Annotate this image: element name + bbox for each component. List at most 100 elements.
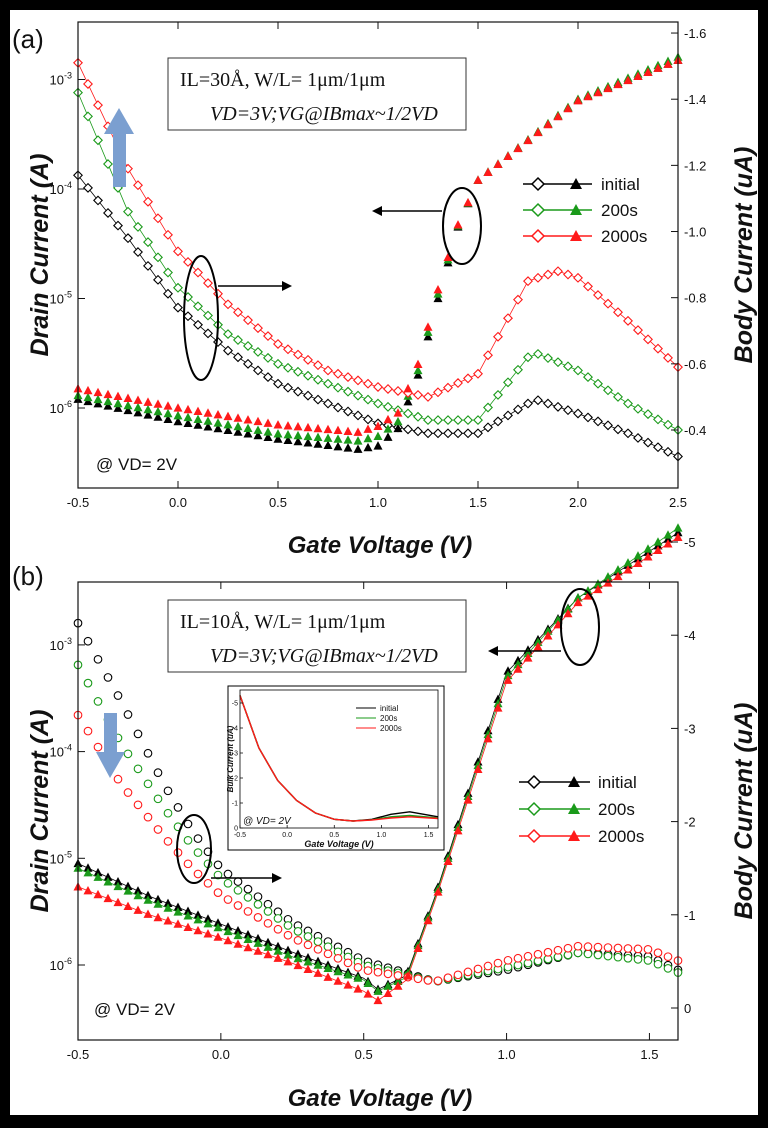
pa-point xyxy=(183,311,193,322)
pb-point xyxy=(183,911,193,920)
pa-point xyxy=(663,59,673,68)
pa-point xyxy=(263,427,273,436)
pb-point xyxy=(383,988,393,997)
legend-a-2000s-label: 2000s xyxy=(601,227,647,246)
pb-point xyxy=(413,943,423,952)
pa-point xyxy=(253,323,263,334)
pa-point xyxy=(223,329,233,340)
pb-ytick-right-label: 0 xyxy=(684,1001,691,1016)
pb-point xyxy=(493,703,503,712)
pb-point xyxy=(453,970,463,980)
pa-point xyxy=(243,415,253,424)
pa-point xyxy=(463,197,473,207)
pb-point xyxy=(513,953,523,963)
pb-point xyxy=(223,922,233,931)
pb-point xyxy=(573,597,583,607)
pa-point xyxy=(273,420,283,429)
pb-xtick-label: 0.0 xyxy=(212,1047,230,1062)
inset-axes: -0.5 0.0 0.5 1.0 1.5 0 -1 -2 -3 -4 -5 xyxy=(232,701,434,840)
pa-point xyxy=(253,425,263,434)
pb-point xyxy=(313,960,323,969)
panel-a-marks xyxy=(73,52,683,462)
pa-xtick-label: 0.5 xyxy=(269,495,287,510)
panel-a-legend: initial 200s 2000s xyxy=(523,175,647,246)
pb-point xyxy=(223,895,233,904)
pb-point xyxy=(583,949,593,959)
pa-point xyxy=(353,410,363,421)
panel-a-xlabel: Gate Voltage (V) xyxy=(288,532,472,559)
pb-point xyxy=(263,942,273,951)
pb-point xyxy=(133,800,143,810)
pb-point xyxy=(143,895,153,904)
pb-point xyxy=(533,642,543,651)
pa-point xyxy=(93,387,103,397)
pb-point xyxy=(93,872,103,881)
pb-point xyxy=(273,924,283,934)
pa-point xyxy=(323,378,333,389)
pb-point xyxy=(103,872,113,881)
pa-point xyxy=(313,360,323,371)
pb-point xyxy=(163,898,173,908)
pb-point xyxy=(153,768,163,777)
pa-point xyxy=(363,424,373,433)
pa-point xyxy=(143,397,153,406)
pb-point xyxy=(423,915,433,925)
pa-point xyxy=(323,398,333,409)
pa-point xyxy=(133,221,143,232)
panel-a-annotations: @ VD= 2V xyxy=(96,108,482,474)
panel-a-info-line1: IL=30Å, W/L= 1μm/1μm xyxy=(180,69,386,91)
pb-point xyxy=(493,958,503,968)
pa-point xyxy=(133,407,143,417)
pa-point xyxy=(503,410,513,421)
inset-marks xyxy=(239,695,439,822)
pb-point xyxy=(523,648,533,657)
pb-point xyxy=(83,885,93,895)
pa-point xyxy=(523,135,533,145)
pa-series-5 xyxy=(73,55,683,436)
pb-point xyxy=(323,942,333,952)
pb-point xyxy=(113,881,123,891)
pa-point xyxy=(133,180,143,191)
pa-point xyxy=(153,412,163,421)
pb-point xyxy=(173,803,183,812)
pb-point xyxy=(283,956,293,966)
pa-point xyxy=(543,119,553,129)
pa-point xyxy=(483,402,493,413)
pb-point xyxy=(583,942,593,952)
pb-point xyxy=(253,933,263,943)
pa-point xyxy=(623,75,633,85)
pa-point xyxy=(383,424,393,433)
pb-point xyxy=(293,960,303,970)
pb-point xyxy=(173,919,183,928)
pa-point xyxy=(193,267,203,278)
pa-point xyxy=(463,373,473,384)
pb-point xyxy=(233,901,243,910)
pa-point xyxy=(253,416,263,426)
pb-point xyxy=(483,961,493,971)
pb-point xyxy=(233,885,243,895)
pb-point xyxy=(633,558,643,568)
pa-point xyxy=(653,442,663,453)
pb-point xyxy=(573,941,583,951)
pb-point xyxy=(193,915,203,924)
pa-point xyxy=(473,368,483,379)
pb-point xyxy=(233,926,243,935)
pb-point xyxy=(303,964,313,974)
pa-ytick-right-label: -1.2 xyxy=(684,158,706,173)
pa-point xyxy=(323,365,333,376)
pa-point xyxy=(313,439,323,448)
pa-point xyxy=(333,402,343,413)
pb-point xyxy=(223,935,233,945)
pb-ytick-right-label: -1 xyxy=(684,908,696,923)
pb-point xyxy=(583,591,593,600)
pa-point xyxy=(603,83,613,93)
pa-point xyxy=(663,419,673,430)
pa-point xyxy=(233,307,243,318)
pa-point xyxy=(303,422,313,432)
inset-legend-200s: 200s xyxy=(380,714,397,723)
pa-point xyxy=(103,401,113,410)
pa-point xyxy=(333,368,343,379)
pb-point xyxy=(283,921,293,930)
panel-b-axes: -0.5 0.0 0.5 1.0 1.510-610-510-410-30-1-2-3-… xyxy=(50,535,696,1062)
